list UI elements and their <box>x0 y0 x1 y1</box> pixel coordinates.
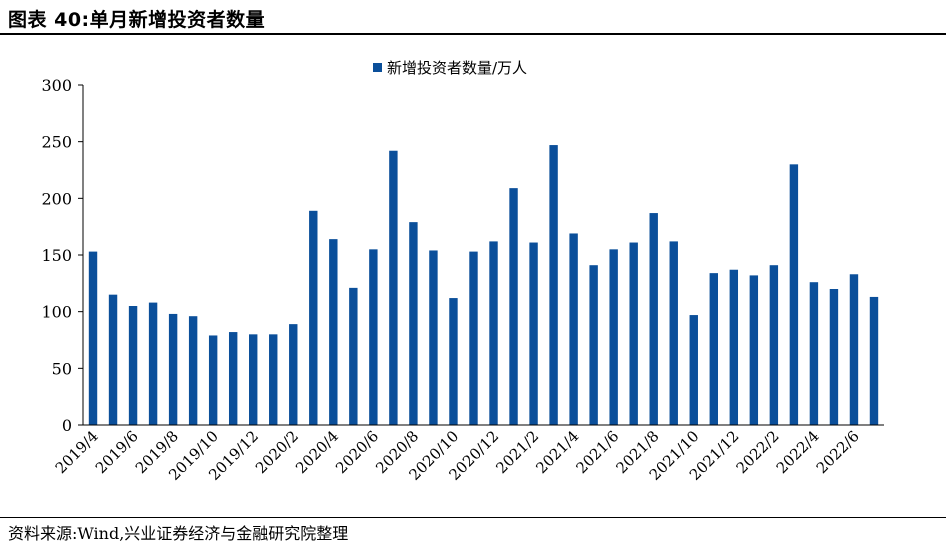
bar-2021/8 <box>649 213 658 425</box>
y-tick-label: 50 <box>52 359 72 378</box>
y-tick-label: 250 <box>41 133 72 152</box>
bar-2022/6 <box>849 274 859 425</box>
bars <box>88 145 879 426</box>
bar-2019/5 <box>108 294 118 425</box>
legend: 新增投资者数量/万人 <box>373 59 527 77</box>
bar-2022/4 <box>809 282 819 425</box>
bar-2021/11 <box>709 273 718 425</box>
x-tick-label: 2020/2 <box>252 427 302 477</box>
bar-2021/6 <box>609 249 618 425</box>
x-tick-label: 2022/6 <box>813 427 863 477</box>
bar-2019/4 <box>88 251 98 425</box>
bar-2020/5 <box>349 287 358 425</box>
bar-2020/11 <box>469 251 478 425</box>
bar-2021/1 <box>509 188 518 425</box>
x-tick-label: 2022/2 <box>733 427 783 477</box>
x-tick-label: 2019/6 <box>92 427 142 477</box>
bar-2021/2 <box>529 242 538 425</box>
top-rule <box>0 33 946 35</box>
y-tick-label: 150 <box>41 246 72 265</box>
bar-2020/8 <box>409 222 418 425</box>
y-tick-label: 300 <box>41 76 72 95</box>
bar-2021/4 <box>569 233 578 425</box>
x-tick-label: 2021/6 <box>572 427 622 477</box>
x-tick-label: 2021/4 <box>532 427 582 477</box>
bar-2019/9 <box>188 316 198 425</box>
bar-2021/5 <box>589 265 598 425</box>
bar-2020/1 <box>269 334 278 425</box>
y-tick-label: 100 <box>41 303 72 322</box>
bar-2020/3 <box>309 210 318 425</box>
y-axis: 0 50 100 150 200 250 300 <box>41 76 84 435</box>
bar-2022/7 <box>869 296 879 425</box>
x-tick-label: 2020/6 <box>332 427 382 477</box>
bar-2020/10 <box>449 298 458 425</box>
bar-2021/9 <box>669 241 678 425</box>
chart-title: 图表 40:单月新增投资者数量 <box>8 9 266 31</box>
x-tick-label: 2022/4 <box>773 427 823 477</box>
bar-2020/7 <box>389 150 398 425</box>
x-tick-label: 2019/4 <box>52 427 102 477</box>
bar-2021/10 <box>689 315 698 425</box>
bar-2019/10 <box>208 335 218 425</box>
bar-2022/1 <box>749 275 759 425</box>
x-axis: 2019/42019/62019/82019/102019/122020/220… <box>52 424 884 484</box>
bar-2020/9 <box>429 250 438 425</box>
bar-2019/7 <box>148 302 158 425</box>
bar-2020/4 <box>329 239 338 425</box>
bar-2019/12 <box>249 334 258 425</box>
bar-2019/11 <box>228 332 238 425</box>
y-tick-label: 200 <box>41 189 72 208</box>
bar-2019/6 <box>128 306 138 425</box>
y-tick-label: 0 <box>62 416 72 435</box>
bar-2021/12 <box>729 269 739 425</box>
bar-chart: 新增投资者数量/万人 0 50 100 150 200 250 300 2019/42019… <box>41 59 884 484</box>
bar-2019/8 <box>168 313 178 425</box>
x-tick-label: 2020/4 <box>292 427 342 477</box>
bar-2022/5 <box>829 289 839 425</box>
legend-label: 新增投资者数量/万人 <box>387 59 527 77</box>
legend-swatch <box>373 63 382 72</box>
bar-2021/7 <box>629 242 638 425</box>
x-tick-label: 2021/2 <box>492 427 542 477</box>
bar-2020/2 <box>289 324 298 425</box>
bottom-rule <box>0 517 946 518</box>
source-note: 资料来源:Wind,兴业证券经济与金融研究院整理 <box>8 524 349 543</box>
bar-2021/3 <box>549 145 558 426</box>
bar-2022/3 <box>789 164 799 425</box>
bar-2020/12 <box>489 241 498 425</box>
bar-2020/6 <box>369 249 378 425</box>
bar-2022/2 <box>769 265 779 425</box>
